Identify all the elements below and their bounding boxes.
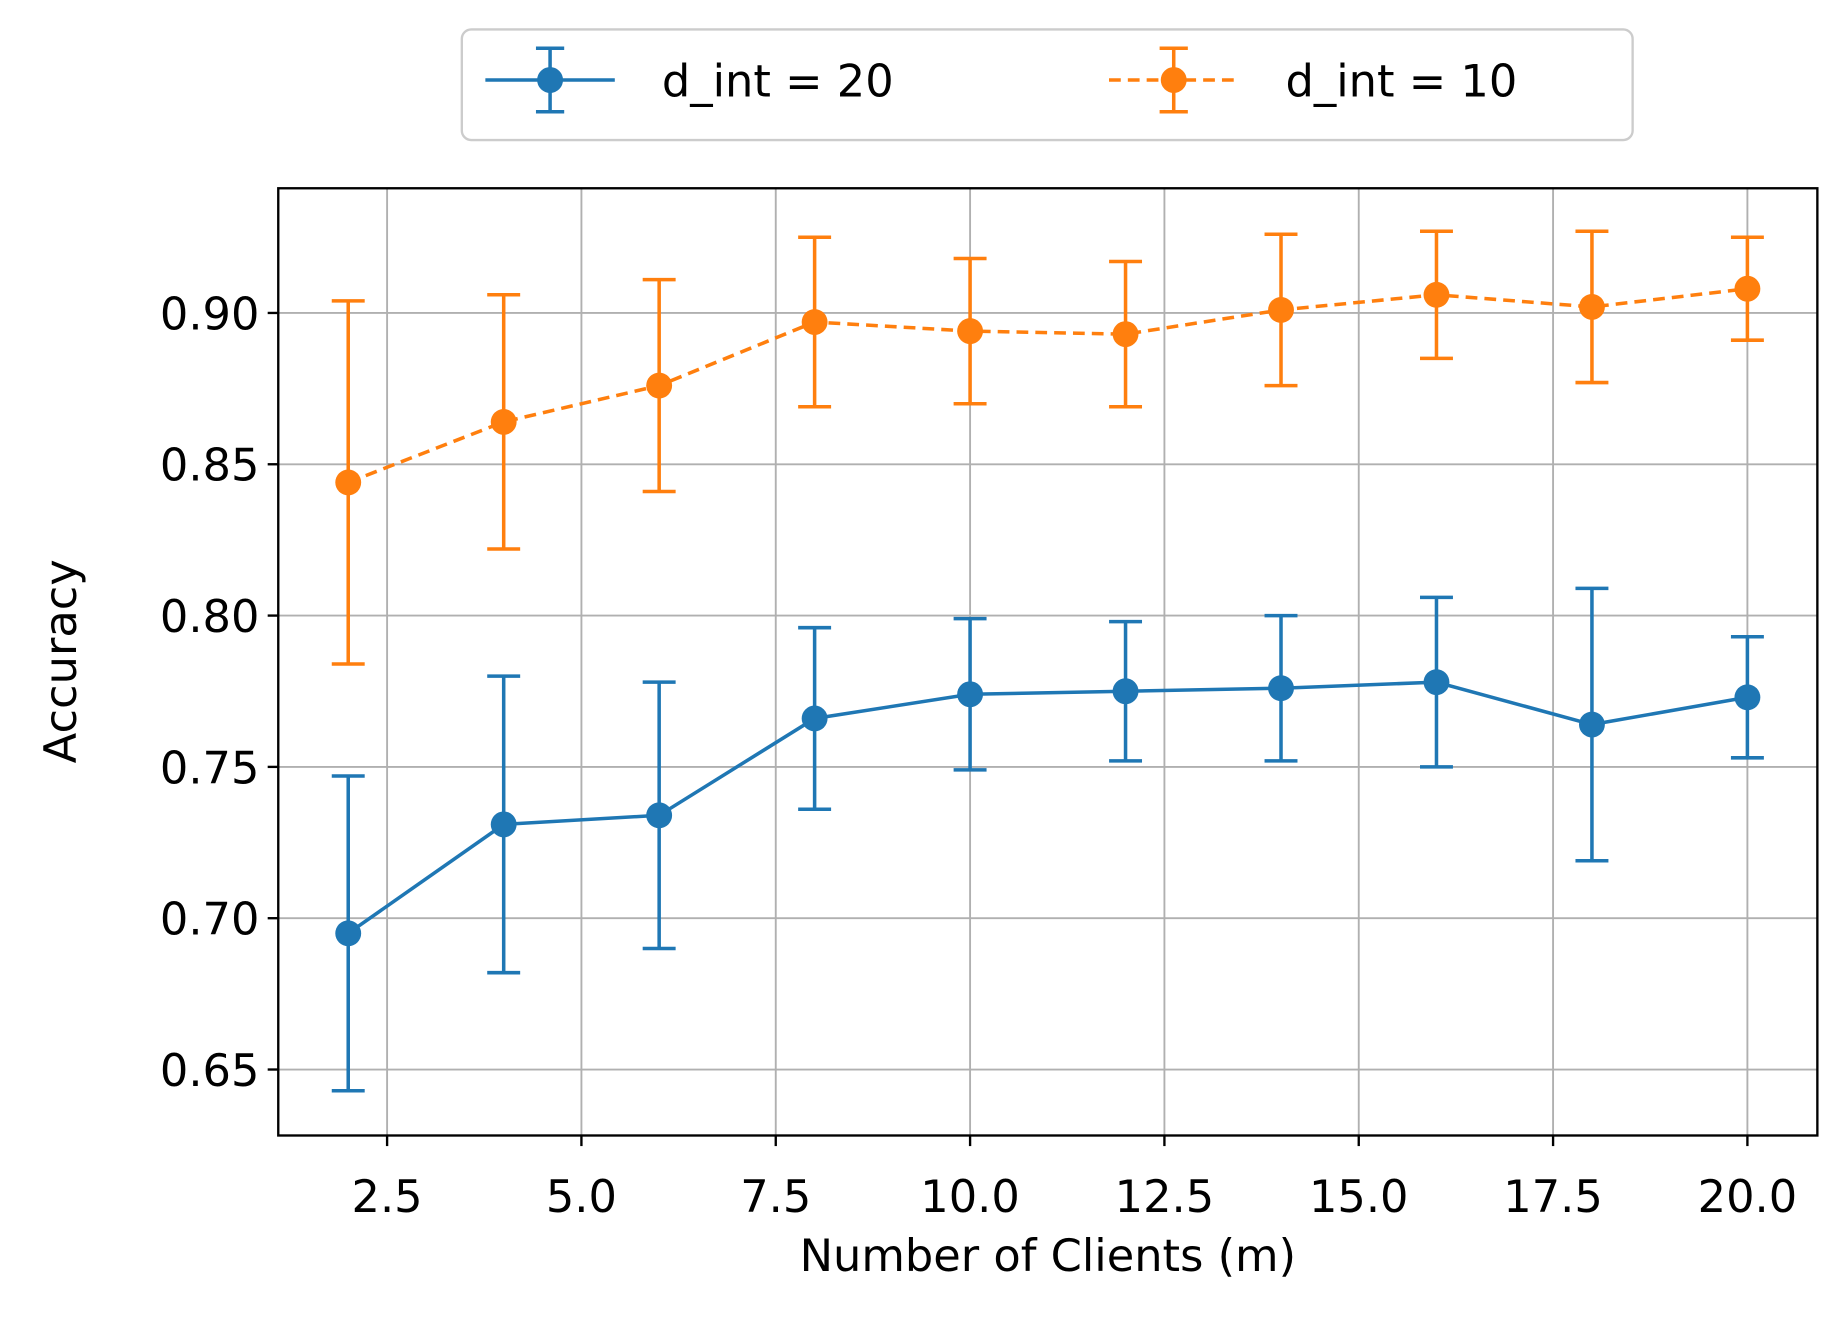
- y-tick-label: 0.85: [160, 439, 260, 492]
- legend-entry: d_int = 10: [1109, 46, 1518, 114]
- data-point: [335, 920, 362, 947]
- x-tick-label: 17.5: [1503, 1170, 1603, 1223]
- legend-marker: [1160, 67, 1187, 93]
- x-tick-label: 2.5: [352, 1170, 423, 1223]
- series-line: [347, 680, 1748, 935]
- legend-label: d_int = 20: [662, 54, 894, 107]
- data-point: [1578, 711, 1605, 738]
- x-tick-label: 10.0: [920, 1170, 1020, 1223]
- plot-marks: [331, 229, 1764, 1093]
- y-axis-label: Accuracy: [34, 559, 87, 763]
- y-tick-label: 0.70: [160, 893, 260, 946]
- x-tick-label: 7.5: [740, 1170, 811, 1223]
- data-point: [801, 309, 828, 335]
- y-tick-label: 0.90: [160, 287, 260, 340]
- x-tick-label: 5.0: [546, 1170, 617, 1223]
- x-tick-label: 12.5: [1115, 1170, 1215, 1223]
- y-tick-label: 0.65: [160, 1044, 260, 1097]
- data-point: [1268, 675, 1294, 702]
- data-point: [1112, 678, 1139, 705]
- legend-box: [460, 28, 1634, 142]
- data-point: [646, 802, 673, 829]
- data-point: [1734, 275, 1761, 302]
- data-point: [801, 705, 828, 732]
- data-point: [335, 469, 362, 496]
- data-point: [957, 318, 984, 345]
- data-point: [1423, 669, 1450, 696]
- series-line: [347, 286, 1748, 485]
- y-tick-label: 0.75: [160, 741, 260, 794]
- legend-entry: d_int = 20: [485, 46, 894, 114]
- data-point: [1268, 296, 1294, 323]
- grid: 2.5 5.0 7.5 10.0 12.5 15.0 17.5 20.0 0.65 0.70 0.7…: [160, 188, 1818, 1223]
- plot-frame: [277, 187, 1819, 1137]
- x-tick-label: 20.0: [1698, 1170, 1798, 1223]
- legend-label: d_int = 10: [1286, 54, 1518, 107]
- x-tick-label: 15.0: [1309, 1170, 1409, 1223]
- data-point: [1423, 281, 1450, 308]
- data-point: [1734, 684, 1761, 711]
- legend: d_int = 20 d_int = 10: [460, 28, 1634, 142]
- data-point: [490, 811, 517, 838]
- legend-marker: [537, 67, 564, 93]
- y-tick-label: 0.80: [160, 590, 260, 643]
- data-point: [1112, 321, 1139, 348]
- data-point: [1578, 293, 1605, 320]
- x-axis-label: Number of Clients (m): [800, 1229, 1296, 1282]
- data-point: [646, 372, 673, 399]
- data-point: [490, 408, 517, 435]
- data-point: [957, 681, 984, 708]
